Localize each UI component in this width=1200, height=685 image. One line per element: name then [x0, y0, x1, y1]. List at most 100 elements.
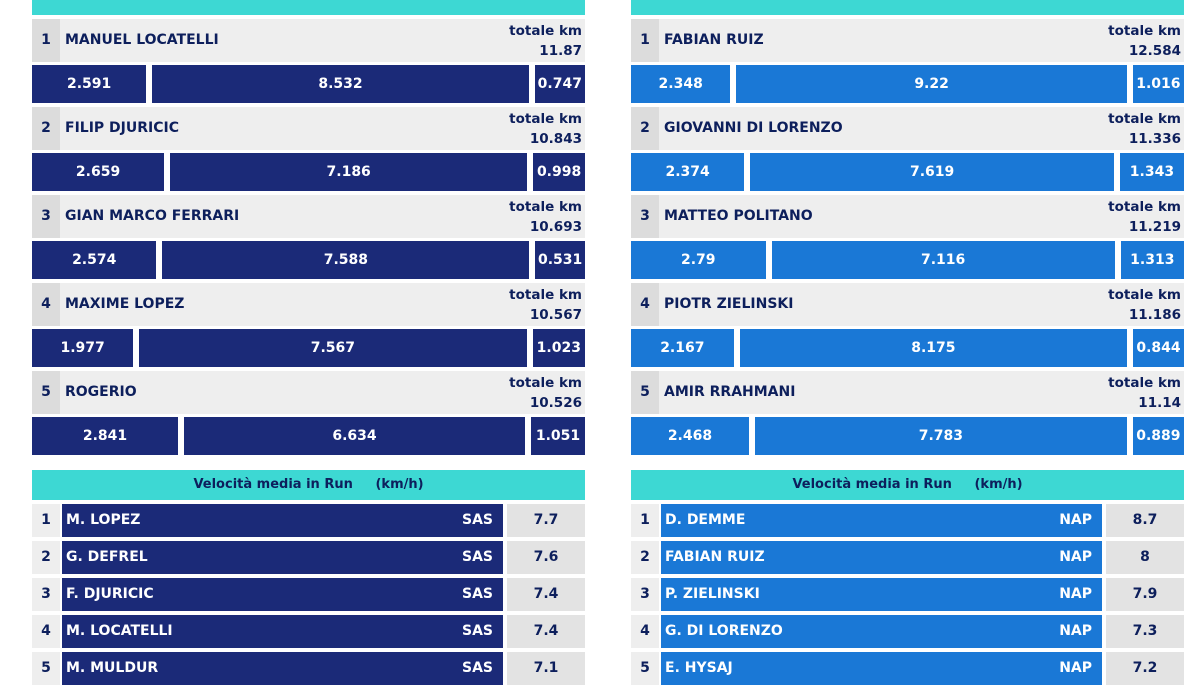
player-rank: 5 [631, 371, 659, 414]
speed-team: SAS [461, 512, 493, 528]
player-row: 1 MANUEL LOCATELLI totale km 11.87 2.591 8.53… [32, 19, 585, 107]
stacked-bar: 2.468 7.783 0.889 [631, 417, 1184, 455]
speed-name-bar: P. ZIELINSKI NAP [661, 578, 1102, 611]
speed-row: 5 E. HYSAJ NAP 7.2 [631, 652, 1184, 685]
player-header: 2 GIOVANNI DI LORENZO totale km 11.336 [631, 107, 1184, 150]
player-header: 1 MANUEL LOCATELLI totale km 11.87 [32, 19, 585, 62]
player-rank: 1 [32, 19, 60, 62]
speed-name-bar: D. DEMME NAP [661, 504, 1102, 537]
walk-segment: 2.574 [32, 241, 157, 279]
stacked-bar: 2.841 6.634 1.051 [32, 417, 585, 455]
total-km-label: totale km [509, 375, 582, 391]
player-header: 5 AMIR RRAHMANI totale km 11.14 [631, 371, 1184, 414]
sprint-segment: 1.343 [1119, 153, 1184, 191]
speed-table-title: Velocità media in Run (km/h) [32, 470, 585, 500]
total-km-label: totale km [1108, 199, 1181, 215]
stacked-bar: 2.374 7.619 1.343 [631, 153, 1184, 191]
speed-row: 3 F. DJURICIC SAS 7.4 [32, 578, 585, 611]
player-header: 3 GIAN MARCO FERRARI totale km 10.693 [32, 195, 585, 238]
speed-rank: 2 [32, 541, 60, 574]
speed-row: 3 P. ZIELINSKI NAP 7.9 [631, 578, 1184, 611]
player-rank: 3 [32, 195, 60, 238]
speed-row: 5 M. MULDUR SAS 7.1 [32, 652, 585, 685]
speed-team: NAP [1059, 586, 1092, 602]
speed-rank: 1 [32, 504, 60, 537]
speed-team: NAP [1059, 549, 1092, 565]
player-rank: 2 [631, 107, 659, 150]
walk-segment: 1.977 [32, 329, 134, 367]
sprint-segment: 1.016 [1132, 65, 1184, 103]
player-header: 4 MAXIME LOPEZ totale km 10.567 [32, 283, 585, 326]
player-rank: 4 [631, 283, 659, 326]
player-name: MATTEO POLITANO [664, 208, 813, 224]
player-header: 3 MATTEO POLITANO totale km 11.219 [631, 195, 1184, 238]
player-header: 2 FILIP DJURICIC totale km 10.843 [32, 107, 585, 150]
speed-player-name: E. HYSAJ [665, 660, 733, 676]
player-name: FILIP DJURICIC [65, 120, 179, 136]
sprint-segment: 1.051 [530, 417, 585, 455]
stacked-bar: 1.977 7.567 1.023 [32, 329, 585, 367]
speed-name-bar: M. LOPEZ SAS [62, 504, 503, 537]
speed-rank: 3 [631, 578, 659, 611]
speed-rank: 1 [631, 504, 659, 537]
player-name: ROGERIO [65, 384, 137, 400]
speed-rank: 4 [32, 615, 60, 648]
run-segment: 7.588 [162, 241, 530, 279]
run-segment: 9.22 [736, 65, 1127, 103]
player-name: GIOVANNI DI LORENZO [664, 120, 843, 136]
player-header: 5 ROGERIO totale km 10.526 [32, 371, 585, 414]
sprint-segment: 0.531 [535, 241, 585, 279]
run-segment: 7.619 [750, 153, 1114, 191]
run-segment: 8.532 [152, 65, 529, 103]
player-name: GIAN MARCO FERRARI [65, 208, 240, 224]
speed-player-name: P. ZIELINSKI [665, 586, 760, 602]
total-km-label: totale km [509, 111, 582, 127]
player-rank: 4 [32, 283, 60, 326]
walk-segment: 2.591 [32, 65, 147, 103]
player-header: 1 FABIAN RUIZ totale km 12.584 [631, 19, 1184, 62]
speed-name-bar: F. DJURICIC SAS [62, 578, 503, 611]
player-row: 3 GIAN MARCO FERRARI totale km 10.693 2.574 7… [32, 195, 585, 283]
speed-value: 7.4 [507, 615, 585, 648]
speed-player-name: G. DEFREL [66, 549, 148, 565]
speed-team: SAS [461, 586, 493, 602]
total-km-value: 10.843 [529, 131, 582, 147]
total-km-value: 10.693 [529, 219, 582, 235]
speed-name-bar: M. LOCATELLI SAS [62, 615, 503, 648]
speed-rank: 2 [631, 541, 659, 574]
speed-player-name: D. DEMME [665, 512, 746, 528]
speed-value: 8 [1106, 541, 1184, 574]
player-row: 3 MATTEO POLITANO totale km 11.219 2.79 7.116… [631, 195, 1184, 283]
walk-segment: 2.468 [631, 417, 749, 455]
speed-team: NAP [1059, 660, 1092, 676]
speed-value: 7.1 [507, 652, 585, 685]
distance-header-cropped [631, 0, 1184, 15]
speed-value: 7.4 [507, 578, 585, 611]
speed-row: 2 FABIAN RUIZ NAP 8 [631, 541, 1184, 574]
stacked-bar: 2.591 8.532 0.747 [32, 65, 585, 103]
speed-player-name: FABIAN RUIZ [665, 549, 765, 565]
sprint-segment: 0.998 [533, 153, 585, 191]
speed-rank: 5 [631, 652, 659, 685]
player-rank: 2 [32, 107, 60, 150]
speed-rank: 4 [631, 615, 659, 648]
total-km-value: 11.14 [1138, 395, 1181, 411]
speed-value: 8.7 [1106, 504, 1184, 537]
speed-player-name: M. MULDUR [66, 660, 159, 676]
total-km-value: 11.87 [539, 43, 582, 59]
walk-segment: 2.348 [631, 65, 731, 103]
player-name: AMIR RRAHMANI [664, 384, 796, 400]
speed-team: SAS [461, 623, 493, 639]
stacked-bar: 2.659 7.186 0.998 [32, 153, 585, 191]
speed-name-bar: E. HYSAJ NAP [661, 652, 1102, 685]
speed-player-name: M. LOCATELLI [66, 623, 173, 639]
walk-segment: 2.167 [631, 329, 734, 367]
player-row: 1 FABIAN RUIZ totale km 12.584 2.348 9.22 1.01… [631, 19, 1184, 107]
stacked-bar: 2.79 7.116 1.313 [631, 241, 1184, 279]
player-row: 2 GIOVANNI DI LORENZO totale km 11.336 2.374… [631, 107, 1184, 195]
speed-row: 4 M. LOCATELLI SAS 7.4 [32, 615, 585, 648]
sprint-segment: 1.023 [532, 329, 585, 367]
run-segment: 7.116 [771, 241, 1115, 279]
sprint-segment: 1.313 [1120, 241, 1184, 279]
player-name: MANUEL LOCATELLI [65, 32, 219, 48]
